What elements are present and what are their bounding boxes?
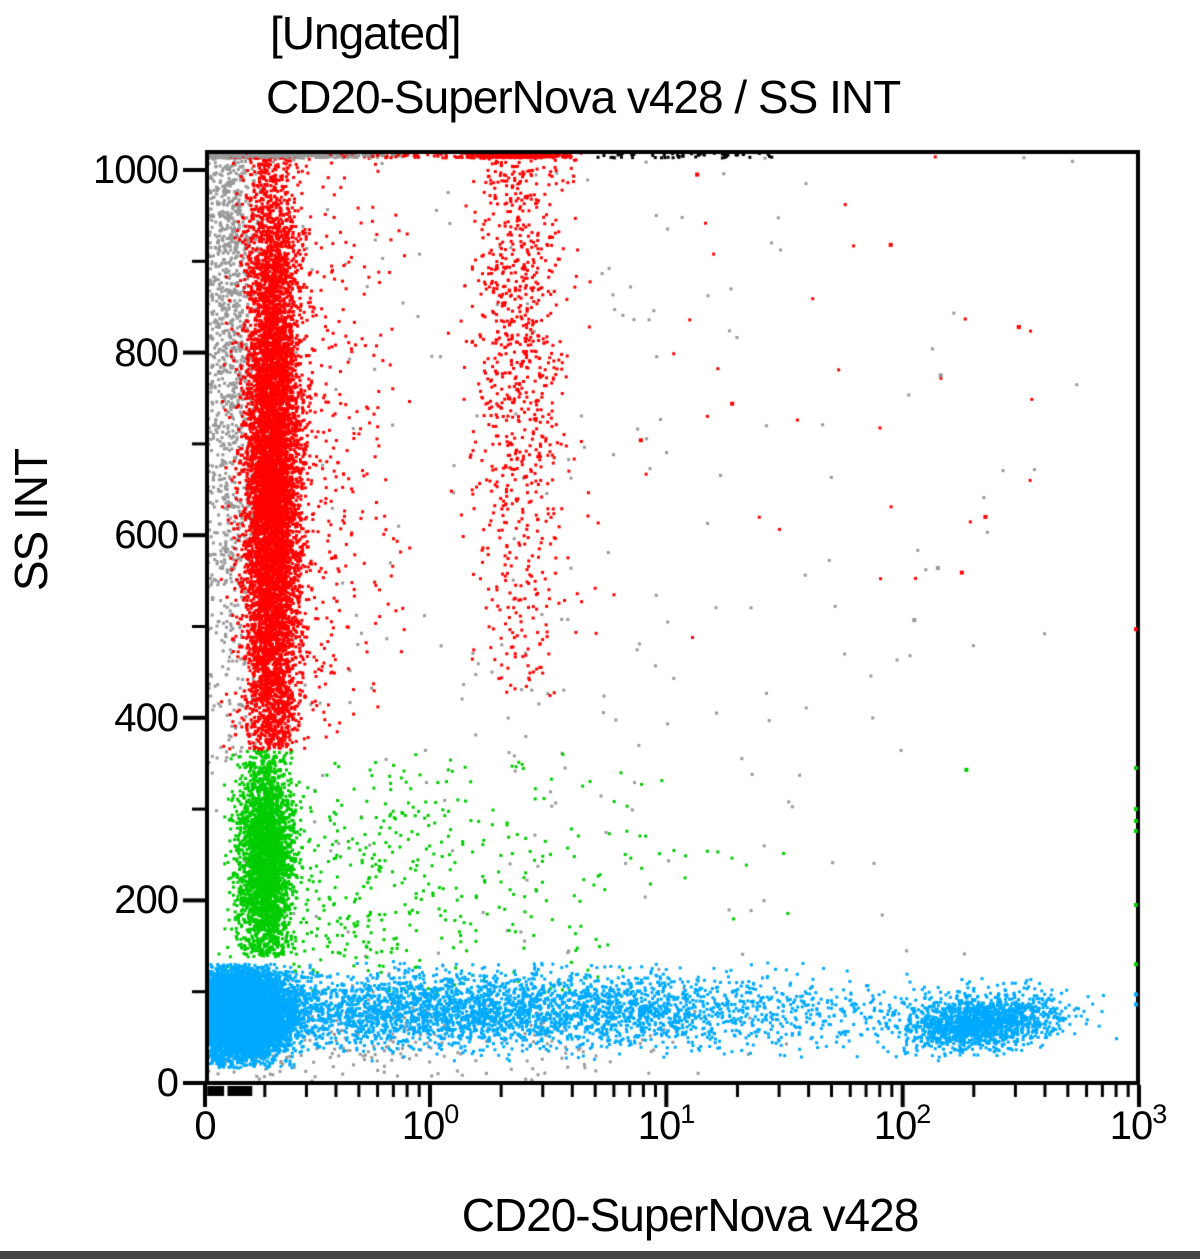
x-tick-label-1e1: 101 (637, 1099, 696, 1148)
footer-bar (0, 1251, 1200, 1259)
y-tick-label-400: 400 (114, 696, 179, 740)
y-tick-label-600: 600 (114, 513, 179, 557)
y-tick-label-0: 0 (156, 1061, 179, 1105)
x-tick-label-0: 0 (194, 1104, 216, 1148)
y-tick-label-800: 800 (114, 331, 179, 375)
x-axis-label: CD20-SuperNova v428 (461, 1189, 920, 1241)
x-tick-label-1e0: 100 (401, 1099, 460, 1148)
y-tick-label-1000: 1000 (93, 148, 179, 192)
y-tick-label-200: 200 (114, 878, 179, 922)
x-tick-label-1e3: 103 (1109, 1099, 1168, 1148)
x-tick-label-1e2: 102 (873, 1099, 932, 1148)
